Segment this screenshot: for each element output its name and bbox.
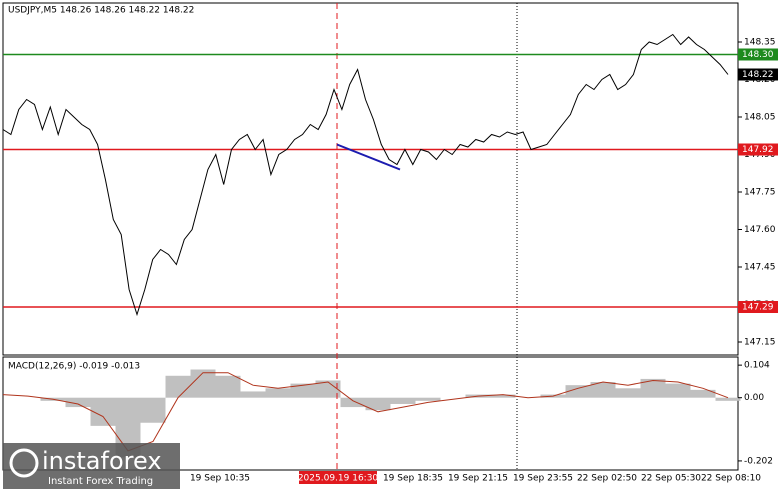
level-box: [738, 48, 778, 61]
macd-bar: [615, 388, 641, 398]
macd-bar: [265, 388, 291, 398]
chart-title: USDJPY,M5 148.26 148.26 148.22 148.22: [8, 6, 194, 16]
y-tick-label: 148.05: [744, 113, 776, 123]
macd-bar: [340, 397, 366, 408]
macd-bar: [140, 397, 166, 423]
logo-icon: [9, 448, 39, 478]
macd-bar: [165, 375, 191, 398]
level-label: 147.29: [742, 303, 774, 313]
logo-name: instaforex: [42, 447, 162, 475]
macd-bar: [490, 394, 516, 398]
last-price-box: [738, 68, 778, 81]
macd-bar: [315, 380, 341, 398]
cursor-label: 2025.09.19 16:30: [298, 474, 379, 484]
macd-bar: [665, 383, 691, 398]
level-box: [738, 143, 778, 156]
y-tick-label: 0.00: [744, 393, 764, 403]
last-price-label: 148.22: [742, 70, 774, 80]
y-tick-label: 0.104: [744, 361, 770, 371]
y-tick-label: 147.15: [744, 338, 776, 348]
x-tick-label: 22 Sep 08:10: [701, 474, 761, 484]
level-label: 148.30: [742, 50, 774, 60]
x-tick-label: 19 Sep 10:35: [190, 474, 250, 484]
macd-bar: [240, 391, 266, 398]
x-tick-label: 22 Sep 05:30: [641, 474, 701, 484]
macd-title: MACD(12,26,9) -0.019 -0.013: [8, 362, 140, 372]
x-tick-label: 19 Sep 23:55: [513, 474, 573, 484]
logo-bg: [3, 443, 180, 489]
macd-bar: [565, 385, 591, 398]
x-tick-label: 22 Sep 02:50: [577, 474, 637, 484]
macd-bar: [390, 397, 416, 404]
macd-bar: [65, 397, 91, 408]
macd-bar: [590, 382, 616, 398]
y-tick-label: 147.45: [744, 263, 776, 273]
cursor-box: [299, 471, 377, 484]
y-tick-label: 148.35: [744, 38, 776, 48]
macd-bar: [190, 369, 216, 398]
macd-bar: [215, 375, 241, 398]
level-label: 147.92: [742, 145, 774, 155]
macd-frame: [2, 356, 739, 471]
macd-bar: [715, 397, 741, 401]
y-tick-label: 147.75: [744, 188, 776, 198]
logo-tagline: Instant Forex Trading: [48, 476, 153, 487]
logo: instaforex Instant Forex Trading: [3, 443, 180, 489]
x-tick-label: 19 Sep 18:35: [383, 474, 443, 484]
macd-bar: [290, 383, 316, 398]
macd-bar: [365, 397, 391, 411]
y-tick-label: 147.60: [744, 225, 776, 235]
trendline: [336, 143, 401, 171]
level-box: [738, 301, 778, 313]
macd-bar: [415, 397, 441, 401]
price-line: [2, 33, 729, 317]
x-tick-label: 19 Sep 21:15: [448, 474, 508, 484]
macd-bar: [640, 378, 666, 398]
price-frame: [2, 2, 739, 356]
y-tick-label: -0.202: [744, 456, 773, 466]
macd-bar: [690, 389, 716, 398]
